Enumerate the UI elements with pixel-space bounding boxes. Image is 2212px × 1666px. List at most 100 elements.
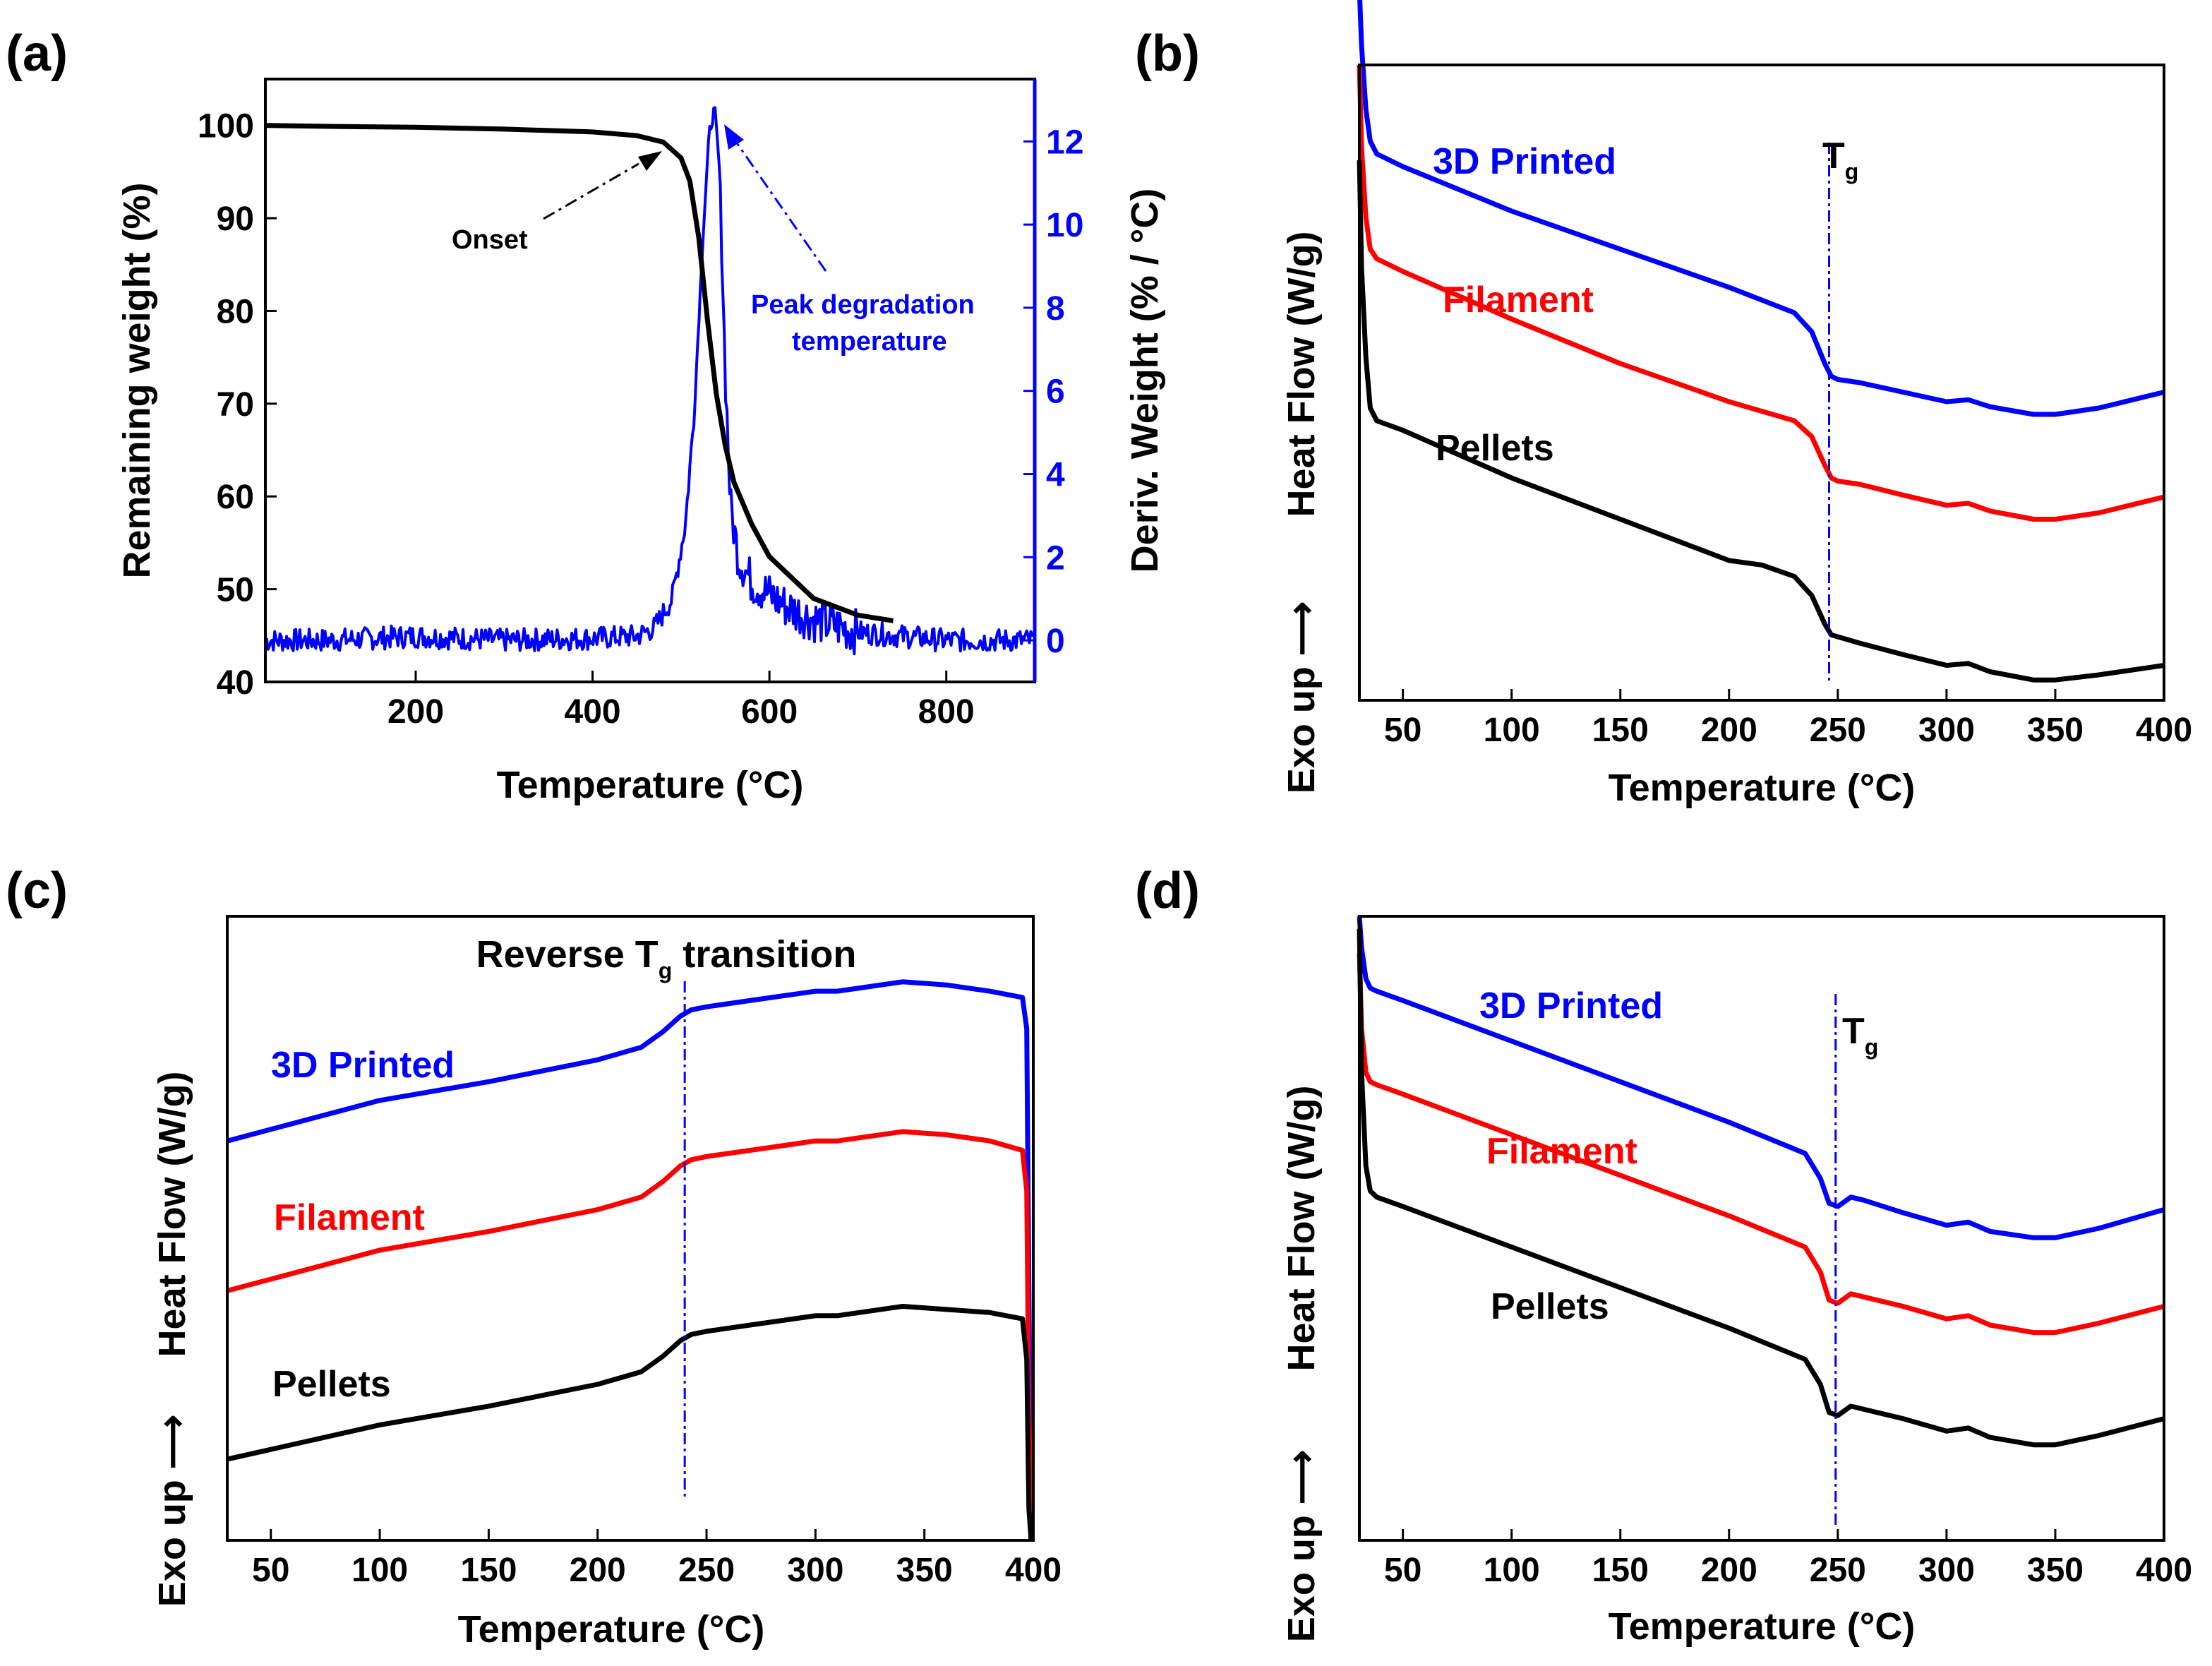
panel-c-x-tick-label: 200 [570, 1552, 626, 1589]
panel-a-y-tick-label: 90 [217, 200, 254, 238]
onset-label: Onset [452, 225, 528, 255]
panel-a-y2-tick-label: 10 [1046, 207, 1083, 244]
panel-b-label-3d-printed: 3D Printed [1433, 141, 1616, 182]
panel-d-label-filament: Filament [1486, 1131, 1637, 1172]
panel-c-series-3d-printed [227, 979, 1034, 1541]
series-deriv-weight [264, 106, 1036, 656]
onset-arrow-line [543, 162, 639, 220]
panel-c-plot-area [226, 915, 1035, 1542]
panel-a-frame [264, 78, 1036, 683]
panel-d-x-tick-label: 200 [1701, 1552, 1757, 1589]
panel-c-label-filament: Filament [274, 1197, 425, 1238]
panel-d-tg-label: Tg [1842, 1011, 1878, 1060]
panel-d-x-tick-label: 350 [2027, 1552, 2084, 1589]
panel-a-series [264, 106, 1036, 656]
panel-c-series-labels: 3D Printed Filament Pellets [271, 1045, 455, 1405]
panel-c-x-tick-label: 300 [787, 1552, 843, 1589]
panel-d-x-tick-label: 300 [1918, 1552, 1975, 1589]
panel-b-x-tick-label: 250 [1810, 712, 1866, 749]
panel-c-series-filament [227, 1129, 1034, 1541]
panel-a-y2-tick-label: 2 [1046, 539, 1065, 577]
panel-label-a: (a) [6, 25, 68, 82]
panel-b-series [1357, 0, 2165, 685]
panel-b-x-tick-label: 400 [2136, 712, 2192, 749]
panel-a-y-tick-label: 40 [217, 664, 254, 702]
panel-a-y2-tick-label: 6 [1046, 373, 1065, 411]
panel-d-tg-marker: Tg [1842, 1011, 1878, 1060]
panel-d-series-filament [1357, 953, 2165, 1336]
panel-a-y-tick-label: 50 [217, 572, 254, 609]
panel-a-x-tick-label: 400 [565, 693, 621, 731]
panel-b-x-tick-label: 150 [1592, 712, 1649, 749]
panel-d-y-axis-title: Heat Flow (W/g) [1280, 1086, 1323, 1372]
panel-c: (c) 50 100 150 200 250 300 350 400 Temperature … [6, 863, 1062, 1650]
panel-b-x-tick-label: 300 [1918, 712, 1975, 749]
panel-b-series-filament [1357, 64, 2165, 522]
panel-d-x-tick-label: 250 [1810, 1552, 1866, 1589]
panel-a-x-axis-title: Temperature (°C) [497, 764, 804, 806]
series-remaining-weight [265, 123, 894, 623]
panel-b-series-pellets [1357, 160, 2165, 683]
panel-d-frame [1358, 915, 2165, 1542]
panel-c-x-tick-label: 350 [896, 1552, 953, 1589]
panel-a: (a) 200 400 600 800 40 50 60 70 80 90 100 0 2 4 6 8 10… [6, 25, 1166, 806]
panel-a-y-axis-title: Remaining weight (%) [116, 182, 158, 578]
panel-a-peak-annotation: Peak degradation temperature [724, 124, 975, 356]
panel-d: (d) 50 100 150 200 250 300 350 400 Temperature … [1135, 863, 2192, 1648]
panel-a-x-tick-label: 600 [741, 693, 798, 731]
panel-b-exo-up: Exo up ⟶ [1280, 601, 1323, 793]
panel-b-series-3d-printed [1357, 0, 2165, 417]
panel-label-b: (b) [1135, 25, 1200, 82]
panel-b-x-axis-title: Temperature (°C) [1609, 767, 1916, 809]
peak-arrow-line [736, 143, 827, 272]
panel-a-y-tick-label: 80 [217, 293, 254, 330]
panel-c-frame [226, 915, 1035, 1542]
panel-b-series-labels: 3D Printed Filament Pellets [1433, 141, 1616, 469]
panel-d-x-tick-label: 150 [1592, 1552, 1649, 1589]
panel-a-y-ticks: 40 50 60 70 80 90 100 [198, 108, 277, 702]
onset-arrow-head [638, 151, 662, 171]
panel-label-d: (d) [1135, 863, 1200, 919]
panel-b-label-filament: Filament [1443, 280, 1594, 320]
panel-b-x-tick-label: 350 [2027, 712, 2084, 749]
panel-a-x-tick-label: 200 [387, 693, 444, 731]
panel-a-y-tick-label: 60 [217, 479, 254, 516]
panel-a-onset-annotation: Onset [452, 151, 662, 255]
panel-c-series-pellets [227, 1304, 1034, 1541]
panel-b-y-axis-title: Heat Flow (W/g) [1280, 232, 1323, 517]
panel-c-label-3d-printed: 3D Printed [271, 1045, 455, 1086]
panel-b-plot-area [1357, 0, 2165, 702]
panel-d-label-pellets: Pellets [1491, 1286, 1609, 1327]
panel-d-x-ticks: 50 100 150 200 250 300 350 400 [1384, 1529, 2192, 1589]
peak-label-line1: Peak degradation [751, 290, 975, 320]
panel-b: (b) 50 100 150 200 250 300 350 400 Temperature … [1135, 0, 2192, 809]
panel-d-x-axis-title: Temperature (°C) [1609, 1605, 1916, 1648]
panel-b-tg-marker: Tg [1822, 136, 1858, 184]
panel-c-x-tick-label: 400 [1005, 1552, 1062, 1589]
panel-b-x-ticks: 50 100 150 200 250 300 350 400 [1384, 689, 2192, 749]
panel-c-label-pellets: Pellets [272, 1364, 391, 1405]
panel-c-y-axis-title: Heat Flow (W/g) [151, 1072, 193, 1358]
panel-c-x-axis-title: Temperature (°C) [458, 1608, 765, 1650]
panel-c-x-tick-label: 150 [460, 1552, 517, 1589]
panel-a-y-tick-label: 70 [217, 386, 254, 424]
panel-a-y2-tick-label: 8 [1046, 290, 1065, 328]
panel-d-label-3d-printed: 3D Printed [1479, 985, 1663, 1026]
panel-d-plot-area [1357, 915, 2165, 1542]
panel-b-x-tick-label: 200 [1701, 712, 1757, 749]
panel-d-x-tick-label: 400 [2136, 1552, 2192, 1589]
panel-c-x-tick-label: 100 [351, 1552, 408, 1589]
panel-a-y2-ticks: 0 2 4 6 8 10 12 [1023, 79, 1083, 682]
panel-c-x-tick-label: 50 [252, 1552, 289, 1589]
panel-c-title: Reverse Tg transition [476, 933, 857, 983]
panel-a-y2-tick-label: 4 [1046, 457, 1065, 494]
panel-a-x-ticks: 200 400 600 800 [387, 671, 975, 731]
panel-d-series [1357, 916, 2165, 1525]
panel-a-x-tick-label: 800 [918, 693, 975, 731]
panel-d-x-tick-label: 50 [1384, 1552, 1421, 1589]
panel-c-x-tick-label: 250 [678, 1552, 735, 1589]
peak-label-line2: temperature [792, 327, 947, 356]
panel-c-series [227, 979, 1034, 1541]
panel-d-series-3d-printed [1357, 916, 2165, 1240]
